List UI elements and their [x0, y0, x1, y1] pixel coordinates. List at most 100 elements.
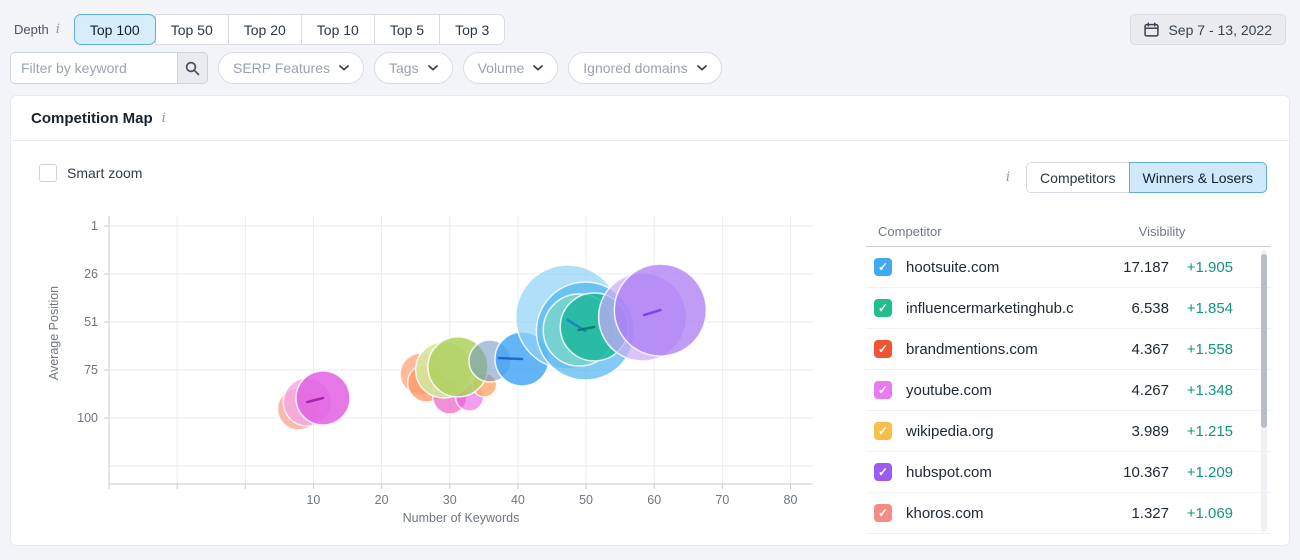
dropdown-ignored-domains[interactable]: Ignored domains	[568, 52, 722, 84]
x-axis-title: Number of Keywords	[403, 511, 520, 525]
domain-label: youtube.com	[906, 381, 992, 399]
x-tick-label: 40	[511, 493, 525, 507]
domain-label: khoros.com	[906, 504, 984, 522]
panel-title-info-icon[interactable]: i	[161, 110, 166, 126]
domain-label: wikipedia.org	[906, 422, 994, 440]
search-button[interactable]	[177, 52, 208, 84]
trend-line-influencermarketinghub-after	[577, 325, 596, 332]
y-tick-label: 75	[84, 363, 98, 377]
panel-title: Competition Map	[31, 109, 153, 127]
depth-info-icon[interactable]: i	[55, 22, 60, 37]
column-header-visibility: Visibility	[1138, 223, 1186, 239]
keyword-filter	[10, 52, 208, 84]
view-toggle-wrap: i Competitors Winners & Losers	[1006, 162, 1267, 193]
chevron-down-icon	[427, 65, 438, 71]
domain-checkbox[interactable]: ✓	[874, 299, 892, 317]
competitor-table-body: ✓ hootsuite.com 17.187 +1.905 ✓ influencermar…	[866, 247, 1271, 534]
domain-checkbox[interactable]: ✓	[874, 340, 892, 358]
visibility-value: 17.187	[1123, 258, 1169, 276]
view-toggle: Competitors Winners & Losers	[1026, 162, 1267, 193]
table-row-brandmentions-com[interactable]: ✓ brandmentions.com 4.367 +1.558	[866, 329, 1271, 370]
visibility-value: 4.267	[1131, 381, 1169, 399]
table-scrollbar-thumb[interactable]	[1261, 254, 1267, 428]
dropdown-tags[interactable]: Tags	[374, 52, 453, 84]
trend-line-youtube-com-after	[306, 396, 325, 404]
keyword-filter-input[interactable]	[10, 52, 177, 84]
table-row-hootsuite-com[interactable]: ✓ hootsuite.com 17.187 +1.905	[866, 247, 1271, 288]
domain-label: hubspot.com	[906, 463, 992, 481]
domain-label: hootsuite.com	[906, 258, 1000, 276]
y-tick-label: 26	[84, 267, 98, 281]
visibility-value: 4.367	[1131, 340, 1169, 358]
x-tick-label: 50	[579, 493, 593, 507]
visibility-value: 6.538	[1131, 299, 1169, 317]
y-tick-label: 100	[77, 411, 98, 425]
calendar-icon	[1144, 22, 1160, 37]
competitor-table-header: Competitor Visibility	[866, 216, 1271, 247]
depth-option-top-10[interactable]: Top 10	[300, 14, 375, 45]
date-range-button[interactable]: Sep 7 - 13, 2022	[1130, 14, 1286, 45]
depth-option-top-20[interactable]: Top 20	[227, 14, 302, 45]
x-tick-label: 10	[306, 493, 320, 507]
x-tick-label: 20	[375, 493, 389, 507]
y-axis-title: Average Position	[47, 286, 61, 380]
column-header-competitor: Competitor	[878, 223, 942, 239]
depth-option-top-50[interactable]: Top 50	[154, 14, 229, 45]
dropdown-volume[interactable]: Volume	[462, 52, 559, 84]
smart-zoom-checkbox-box[interactable]	[39, 164, 57, 182]
view-toggle-competitors[interactable]: Competitors	[1026, 162, 1130, 193]
depth-option-top-100[interactable]: Top 100	[73, 14, 156, 45]
table-row-hubspot-com[interactable]: ✓ hubspot.com 10.367 +1.209	[866, 452, 1271, 493]
competition-map-chart[interactable]: 10 20 30 40 50 60 70 80 1 26 51 75 100 Number of Keyw…	[21, 201, 851, 546]
dropdown-serp-features[interactable]: SERP Features	[218, 52, 365, 84]
dropdown-label: Tags	[389, 60, 419, 76]
smart-zoom-checkbox[interactable]: Smart zoom	[39, 164, 142, 182]
visibility-value: 3.989	[1131, 422, 1169, 440]
domain-label: influencermarketinghub.c	[906, 299, 1074, 317]
depth-segmented-control: Top 100 Top 50 Top 20 Top 10 Top 5 Top 3	[73, 14, 506, 45]
domain-checkbox[interactable]: ✓	[874, 258, 892, 276]
competitor-table: Competitor Visibility ✓ hootsuite.com 17.1…	[866, 216, 1271, 534]
panel-header: Competition Map i	[11, 96, 1289, 141]
visibility-delta: +1.348	[1186, 381, 1233, 399]
visibility-value: 10.367	[1123, 463, 1169, 481]
y-tick-label: 51	[84, 315, 98, 329]
y-tick-label: 1	[91, 219, 98, 233]
date-range-label: Sep 7 - 13, 2022	[1168, 21, 1272, 38]
chevron-down-icon	[696, 65, 707, 71]
view-toggle-winners-losers[interactable]: Winners & Losers	[1128, 162, 1267, 193]
chevron-down-icon	[533, 65, 544, 71]
visibility-delta: +1.069	[1186, 504, 1233, 522]
visibility-delta: +1.905	[1186, 258, 1233, 276]
depth-option-top-3[interactable]: Top 3	[439, 14, 506, 45]
dropdown-label: SERP Features	[233, 60, 331, 76]
depth-label: Depth	[14, 22, 49, 37]
table-row-influencermarketinghub-c[interactable]: ✓ influencermarketinghub.c 6.538 +1.854	[866, 288, 1271, 329]
x-tick-label: 70	[715, 493, 729, 507]
view-toggle-info-icon[interactable]: i	[1005, 170, 1011, 185]
competition-map-panel: Competition Map i Smart zoom i Competito…	[10, 95, 1290, 546]
chevron-down-icon	[339, 65, 349, 71]
x-tick-label: 60	[647, 493, 661, 507]
domain-checkbox[interactable]: ✓	[874, 381, 892, 399]
table-row-youtube-com[interactable]: ✓ youtube.com 4.267 +1.348	[866, 370, 1271, 411]
domain-checkbox[interactable]: ✓	[874, 422, 892, 440]
filter-dropdowns: SERP Features Tags Volume Ignored domains	[208, 52, 722, 84]
dropdown-label: Volume	[477, 60, 525, 76]
visibility-delta: +1.209	[1186, 463, 1233, 481]
table-scrollbar-track[interactable]	[1261, 250, 1267, 532]
trend-line-hubspot-com-after	[642, 308, 662, 317]
toolbar-row-filters: SERP Features Tags Volume Ignored domains	[10, 52, 722, 84]
trend-line-other-blue-after	[497, 356, 524, 361]
domain-checkbox[interactable]: ✓	[874, 504, 892, 522]
smart-zoom-label: Smart zoom	[67, 165, 143, 181]
search-icon	[185, 61, 200, 75]
visibility-delta: +1.215	[1186, 422, 1233, 440]
domain-checkbox[interactable]: ✓	[874, 463, 892, 481]
toolbar-row-depth: Depth i Top 100 Top 50 Top 20 Top 10 Top 5 To…	[14, 14, 506, 45]
table-row-khoros-com[interactable]: ✓ khoros.com 1.327 +1.069	[866, 493, 1271, 534]
depth-option-top-5[interactable]: Top 5	[373, 14, 441, 45]
table-row-wikipedia-org[interactable]: ✓ wikipedia.org 3.989 +1.215	[866, 411, 1271, 452]
dropdown-label: Ignored domains	[583, 60, 688, 76]
domain-label: brandmentions.com	[906, 340, 1038, 358]
